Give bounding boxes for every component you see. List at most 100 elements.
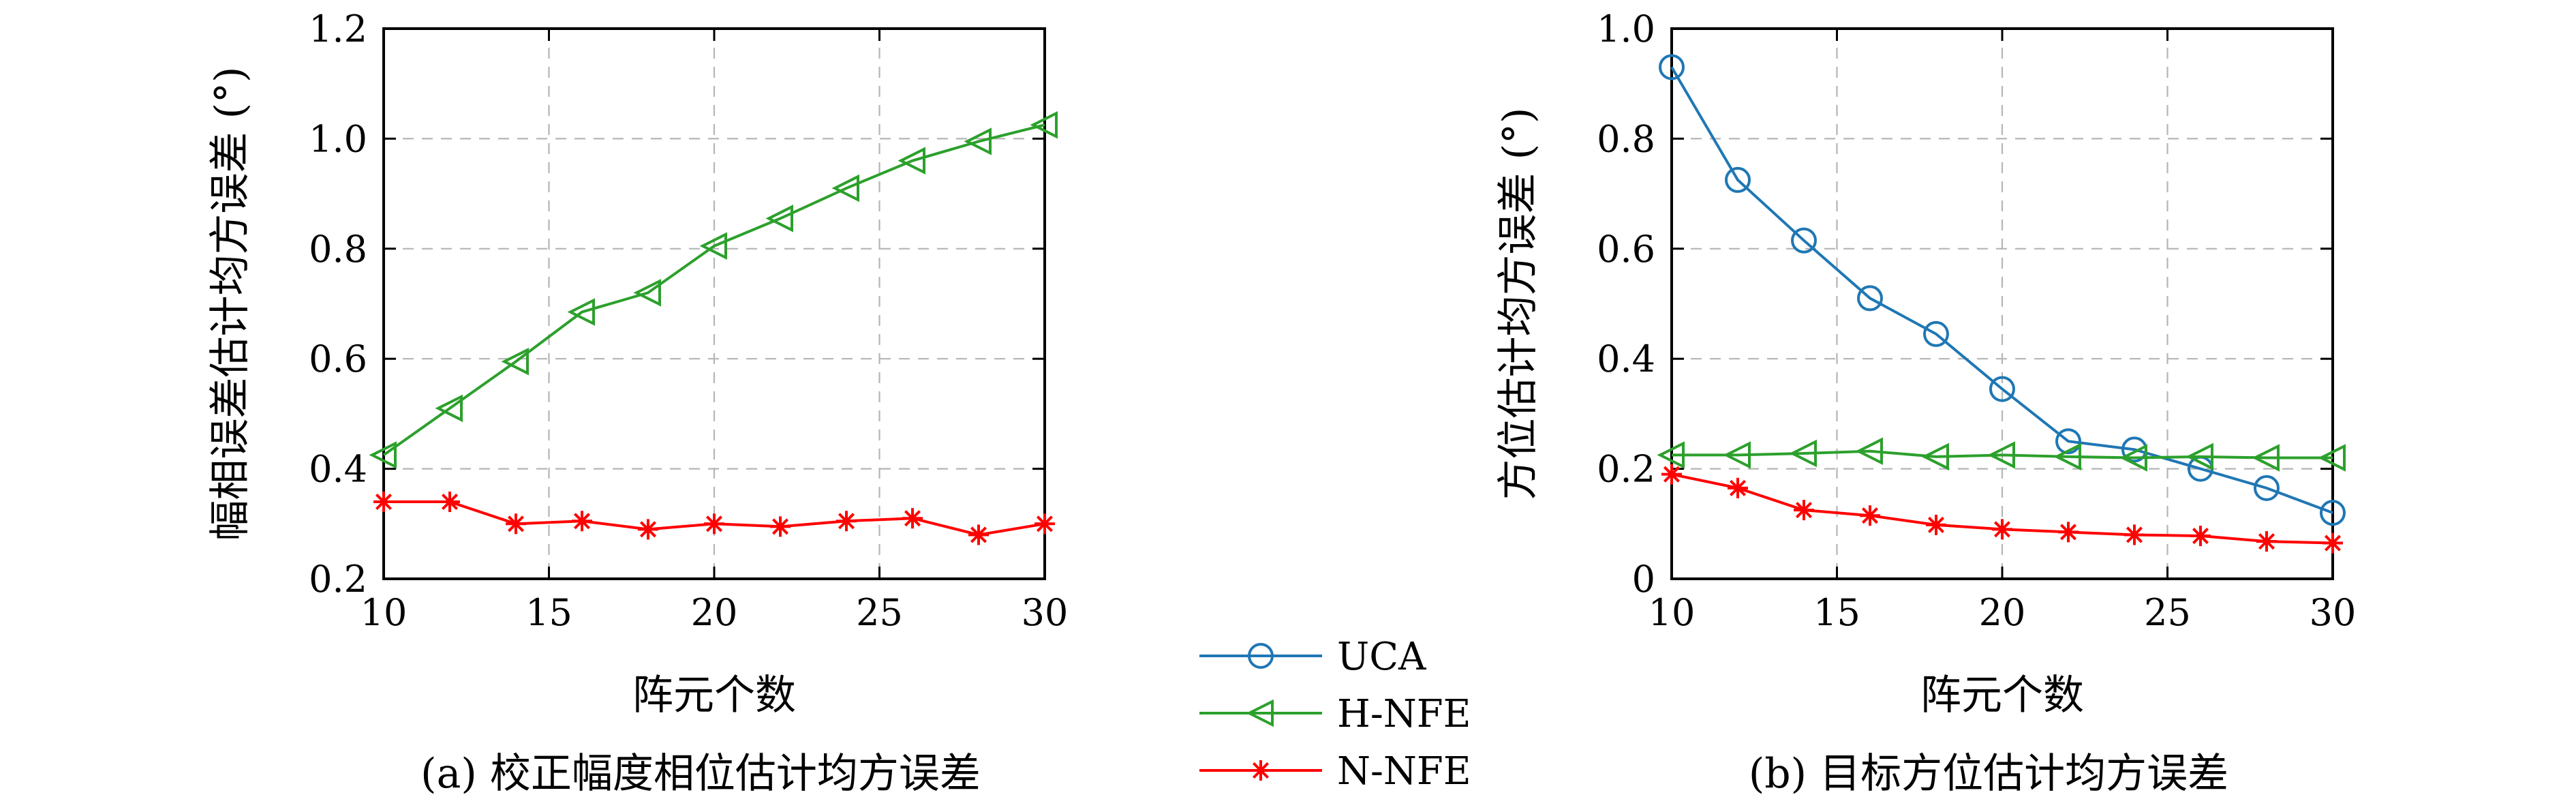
data-point-n-nfe: [2322, 532, 2343, 554]
y-tick-label: 0.4: [309, 448, 367, 491]
y-tick-label: 0.2: [1597, 448, 1655, 491]
data-point-h-nfe: [898, 147, 925, 175]
series-h-nfe: [369, 110, 1058, 469]
plot-frame: [1670, 27, 2334, 580]
data-point-h-nfe: [699, 232, 727, 260]
data-point-uca: [2055, 428, 2081, 455]
data-point-h-nfe: [2186, 442, 2213, 471]
data-point-h-nfe: [964, 127, 992, 155]
legend-label: UCA: [1337, 635, 1426, 679]
legend-item-uca: UCA: [1199, 635, 1426, 679]
y-axis-title: 幅相误差估计均方误差 (°): [206, 67, 254, 541]
data-point-n-nfe: [638, 519, 658, 540]
circle-icon: [1248, 643, 1274, 669]
data-point-h-nfe: [501, 347, 529, 376]
data-point-n-nfe: [1926, 514, 1946, 535]
left-triangle-icon: [1246, 699, 1274, 727]
chart-b: 10 15 20 25 30 0 0.2 0.4 0.6 0.8 1.0 阵元个数 方位估计均方误差 (…: [1494, 7, 2356, 798]
data-point-uca: [1989, 376, 2015, 402]
y-tick-label: 0.2: [309, 558, 367, 601]
data-point-h-nfe: [1030, 110, 1058, 139]
data-point-n-nfe: [770, 516, 791, 537]
data-point-n-nfe: [968, 524, 989, 545]
data-point-h-nfe: [2252, 444, 2280, 472]
data-point-h-nfe: [2053, 442, 2081, 471]
data-point-h-nfe: [2119, 444, 2147, 472]
data-point-uca: [2254, 475, 2280, 501]
data-point-n-nfe: [440, 492, 460, 513]
x-axis-title: 阵元个数: [1920, 672, 2084, 719]
x-tick-label: 30: [1022, 591, 1069, 634]
data-point-h-nfe: [369, 441, 397, 469]
data-point-uca: [1659, 54, 1685, 80]
data-point-n-nfe: [572, 511, 592, 532]
x-tick-label: 10: [361, 591, 408, 634]
data-point-n-nfe: [1728, 477, 1748, 498]
data-point-n-nfe: [2124, 524, 2145, 545]
series-line-h-nfe: [382, 123, 1045, 457]
y-tick-label: 0: [1632, 558, 1655, 601]
legend-label: H-NFE: [1337, 692, 1471, 736]
data-point-n-nfe: [2256, 531, 2277, 552]
data-point-n-nfe: [902, 508, 923, 529]
chart-a: 10 15 20 25 30 0.2 0.4 0.6 0.8 1.0 1.2 阵元个数 幅相误差估计均方…: [206, 7, 1068, 798]
legend-item-n-nfe: N-NFE: [1199, 749, 1471, 794]
x-tick-label: 30: [2310, 591, 2357, 634]
series-line-uca: [1670, 66, 2333, 515]
data-point-h-nfe: [831, 174, 859, 202]
data-point-h-nfe: [1987, 441, 2015, 469]
y-tick-label: 0.8: [1597, 117, 1655, 160]
y-axis-title: 方位估计均方误差 (°): [1494, 108, 1542, 500]
data-point-n-nfe: [2058, 522, 2079, 543]
legend-label: N-NFE: [1337, 749, 1471, 794]
data-point-uca: [2320, 500, 2346, 526]
data-point-h-nfe: [2318, 444, 2346, 472]
data-point-uca: [1857, 285, 1883, 312]
x-axis-title: 阵元个数: [632, 672, 796, 719]
data-point-h-nfe: [435, 394, 463, 423]
asterisk-icon: [1251, 760, 1271, 781]
x-tick-label: 25: [2144, 591, 2191, 634]
data-point-h-nfe: [1921, 442, 1949, 471]
y-tick-label: 0.8: [309, 228, 367, 271]
data-point-uca: [1791, 227, 1817, 254]
data-point-n-nfe: [704, 513, 724, 535]
data-point-n-nfe: [1860, 505, 1880, 526]
data-point-h-nfe: [765, 205, 793, 232]
x-tick-label: 15: [1813, 591, 1860, 634]
data-point-h-nfe: [567, 298, 595, 326]
x-tick-label: 20: [1979, 591, 2026, 634]
data-point-n-nfe: [836, 511, 857, 532]
series-h-nfe: [1657, 437, 2346, 472]
data-point-h-nfe: [633, 279, 661, 307]
y-tick-label: 0.6: [309, 337, 367, 380]
data-point-n-nfe: [1794, 500, 1814, 521]
series-uca: [1659, 54, 2346, 526]
y-tick-label: 1.2: [309, 7, 367, 50]
y-tick-label: 1.0: [309, 117, 367, 160]
x-tick-label: 20: [691, 591, 738, 634]
data-point-uca: [1725, 166, 1751, 193]
plot-frame: [382, 27, 1046, 580]
x-tick-label: 15: [525, 591, 572, 634]
y-tick-label: 0.6: [1597, 228, 1655, 271]
chart-caption: (a) 校正幅度相位估计均方误差: [420, 750, 981, 798]
data-point-h-nfe: [1855, 437, 1883, 466]
data-point-n-nfe: [373, 492, 394, 513]
data-point-h-nfe: [1657, 441, 1685, 469]
x-tick-label: 25: [856, 591, 903, 634]
data-point-n-nfe: [506, 513, 526, 535]
data-point-n-nfe: [1661, 464, 1682, 485]
legend-item-h-nfe: H-NFE: [1199, 692, 1471, 736]
y-tick-label: 0.4: [1597, 337, 1655, 380]
chart-caption: (b) 目标方位估计均方误差: [1749, 750, 2228, 798]
data-point-n-nfe: [1992, 519, 2012, 540]
legend: UCA H-NFE N-NFE: [1199, 635, 1471, 794]
series-line-h-nfe: [1672, 449, 2333, 460]
x-tick-label: 10: [1649, 591, 1696, 634]
y-tick-label: 1.0: [1597, 7, 1655, 50]
data-point-n-nfe: [1034, 513, 1055, 535]
data-point-uca: [1923, 320, 1949, 347]
data-point-h-nfe: [1723, 441, 1751, 469]
